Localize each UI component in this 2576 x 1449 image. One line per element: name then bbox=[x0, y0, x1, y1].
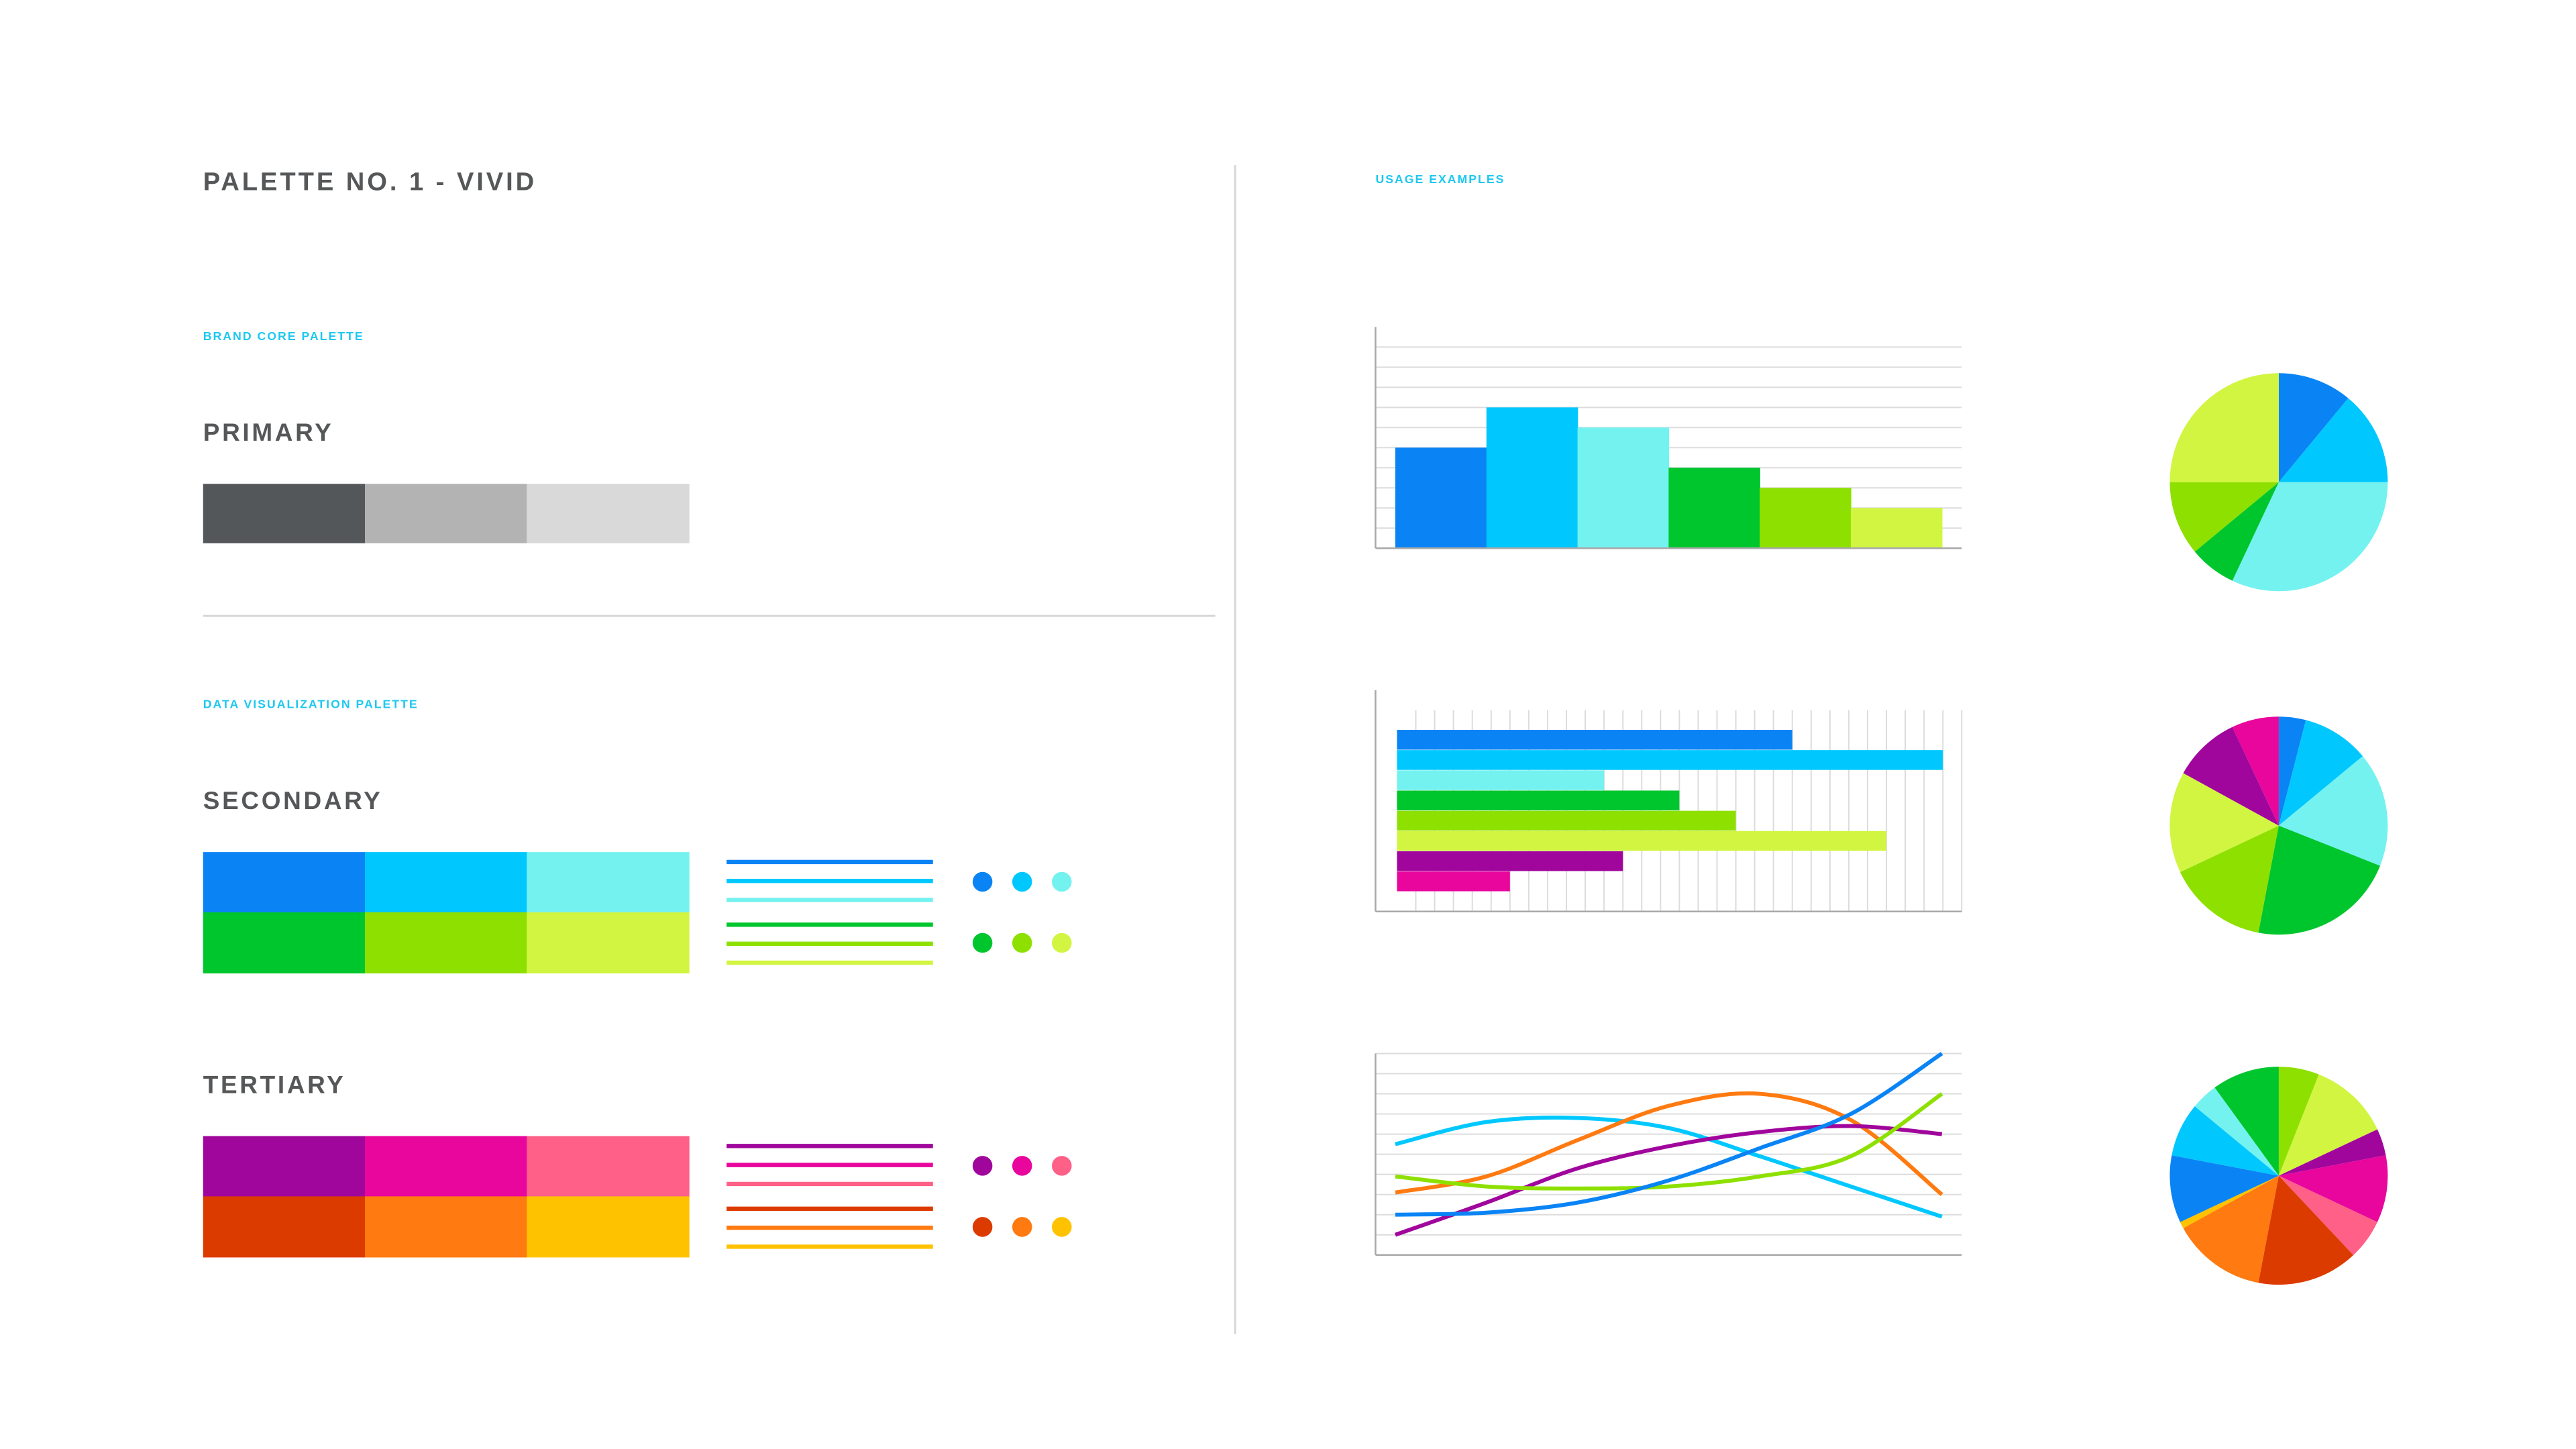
pie-slice bbox=[2169, 773, 2279, 872]
swatch bbox=[527, 852, 690, 914]
pie-slice bbox=[2278, 373, 2349, 482]
swatch bbox=[365, 912, 528, 974]
dot-sample bbox=[1052, 932, 1072, 953]
dot-sample bbox=[1052, 1156, 1072, 1176]
pie-slice bbox=[2194, 1087, 2279, 1176]
bar bbox=[1668, 468, 1760, 549]
dot-sample bbox=[1052, 871, 1072, 892]
bar bbox=[1397, 730, 1792, 750]
swatch bbox=[203, 912, 366, 974]
bar bbox=[1397, 790, 1680, 810]
dot-sample bbox=[1012, 1217, 1032, 1237]
line-series bbox=[1395, 1115, 1943, 1219]
pie-slice bbox=[2232, 482, 2388, 592]
line-series bbox=[1395, 1124, 1943, 1237]
pie-slice bbox=[2180, 1175, 2279, 1228]
dot-sample bbox=[1052, 1217, 1072, 1237]
pie-slice bbox=[2278, 1175, 2377, 1256]
dot-sample bbox=[972, 1156, 993, 1176]
pie-slice bbox=[2278, 398, 2388, 482]
secondary-title: SECONDARY bbox=[203, 787, 383, 814]
data-viz-label: DATA VISUALIZATION PALETTE bbox=[203, 698, 419, 711]
pie-slice bbox=[2278, 756, 2388, 866]
pie-slice bbox=[2171, 1106, 2279, 1176]
pie-slice bbox=[2278, 1155, 2388, 1222]
pie-slice bbox=[2214, 1067, 2279, 1176]
usage-title: USAGE EXAMPLES bbox=[1375, 172, 1505, 186]
brand-core-label: BRAND CORE PALETTE bbox=[203, 329, 364, 343]
pie-slice bbox=[2194, 482, 2279, 581]
bar bbox=[1397, 750, 1943, 770]
bar bbox=[1397, 871, 1510, 892]
pie-slice bbox=[2169, 373, 2279, 482]
swatch bbox=[365, 852, 528, 914]
dot-sample bbox=[972, 871, 993, 892]
dot-sample bbox=[1012, 932, 1032, 953]
swatch bbox=[203, 1136, 366, 1197]
dot-sample bbox=[1012, 871, 1032, 892]
line-series bbox=[1395, 1091, 1943, 1196]
swatch bbox=[365, 1136, 528, 1197]
swatch bbox=[527, 1196, 690, 1258]
pie-slice bbox=[2232, 716, 2279, 826]
tertiary-title: TERTIARY bbox=[203, 1071, 346, 1098]
bar bbox=[1397, 770, 1605, 790]
pie-slice bbox=[2183, 727, 2279, 826]
bar bbox=[1395, 447, 1487, 549]
bar bbox=[1577, 427, 1670, 549]
pie-slice bbox=[2183, 1175, 2279, 1283]
swatch bbox=[203, 484, 366, 543]
pie-slice bbox=[2278, 1067, 2319, 1176]
pie-slice bbox=[2258, 1175, 2354, 1285]
pie-slice bbox=[2278, 1074, 2377, 1176]
swatch bbox=[203, 852, 366, 914]
primary-title: PRIMARY bbox=[203, 419, 334, 446]
bar bbox=[1850, 508, 1943, 549]
swatch bbox=[365, 484, 528, 543]
dot-sample bbox=[1012, 1156, 1032, 1176]
page-title: PALETTE NO. 1 - VIVID bbox=[203, 167, 537, 196]
dot-sample bbox=[972, 932, 993, 953]
pie-slice bbox=[2258, 825, 2380, 935]
pie-slice bbox=[2278, 720, 2363, 826]
pie-slice bbox=[2278, 716, 2306, 826]
bar bbox=[1397, 851, 1623, 871]
bar bbox=[1397, 810, 1736, 831]
dot-sample bbox=[972, 1217, 993, 1237]
line-series bbox=[1395, 1052, 1943, 1217]
line-series bbox=[1395, 1092, 1943, 1191]
swatch bbox=[365, 1196, 528, 1258]
swatch bbox=[203, 1196, 366, 1258]
swatch bbox=[527, 1136, 690, 1197]
bar bbox=[1760, 488, 1851, 549]
pie-slice bbox=[2169, 1155, 2279, 1222]
swatch bbox=[527, 912, 690, 974]
pie-slice bbox=[2169, 482, 2279, 552]
bar bbox=[1397, 830, 1887, 851]
bar bbox=[1486, 407, 1578, 549]
swatch bbox=[527, 484, 690, 543]
pie-slice bbox=[2278, 1129, 2386, 1176]
pie-slice bbox=[2180, 825, 2279, 933]
